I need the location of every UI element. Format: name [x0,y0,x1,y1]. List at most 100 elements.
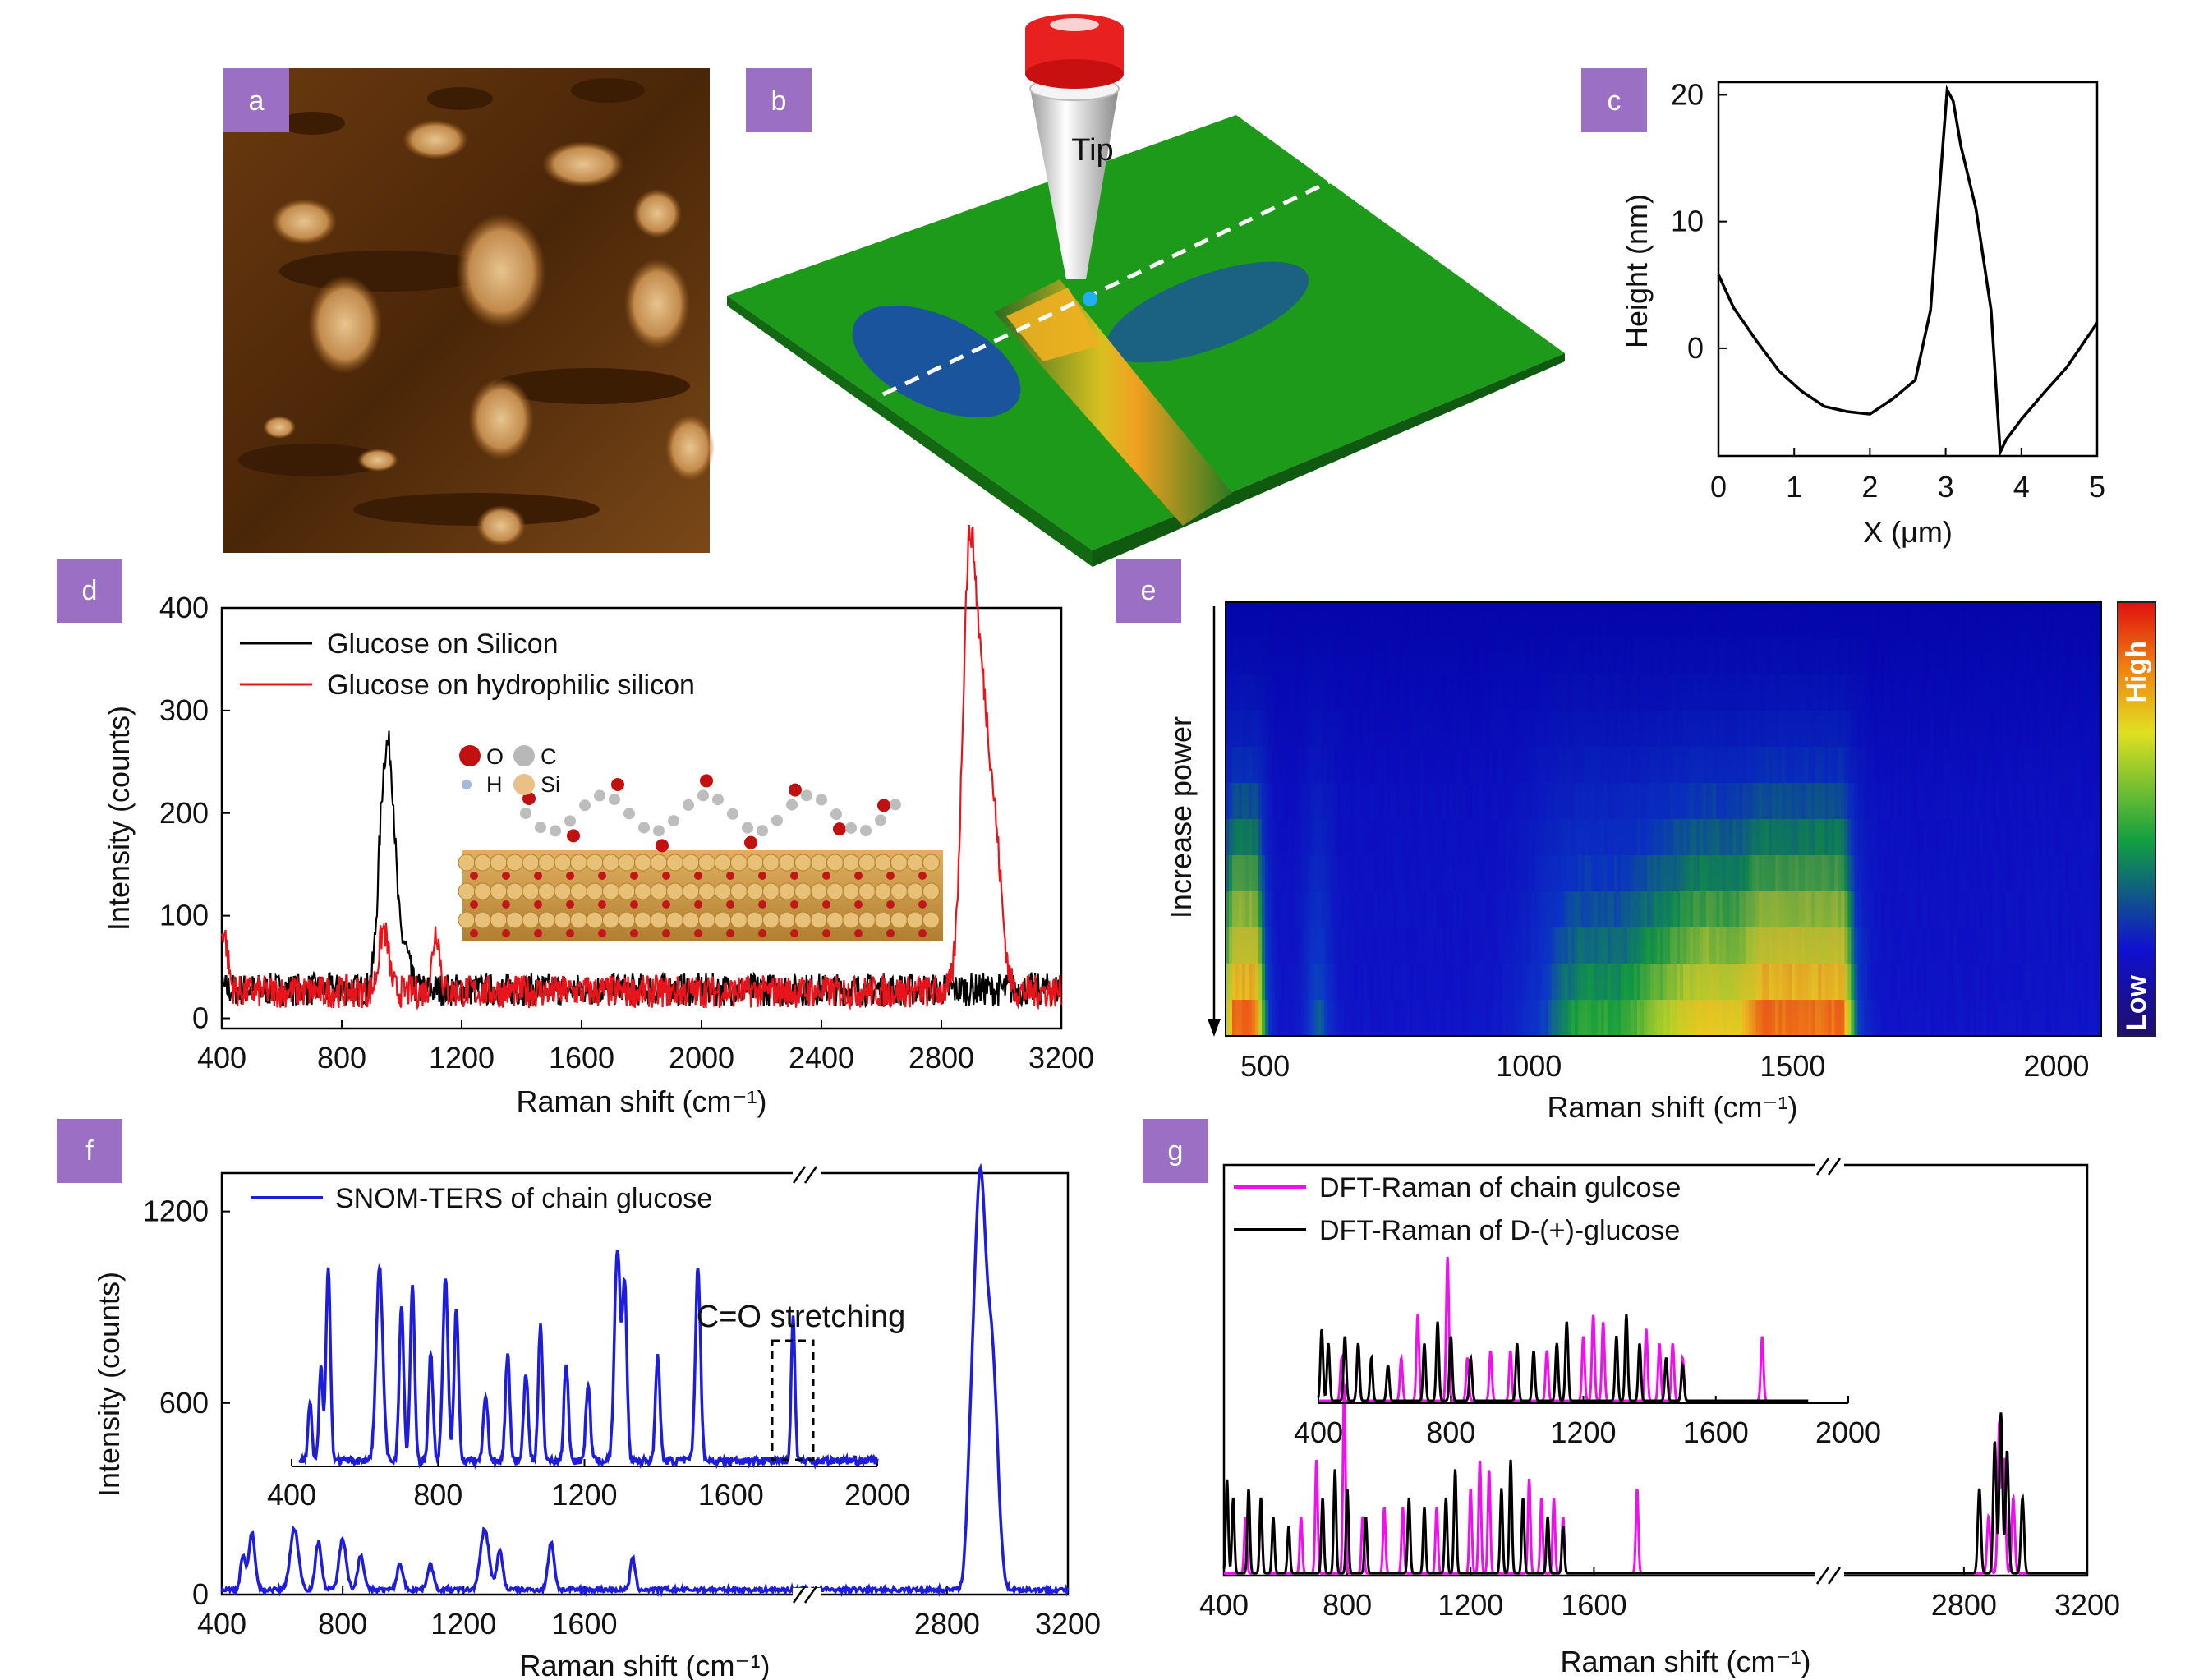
carbon-atom [801,789,812,802]
y-axis-label: Intensity (counts) [102,706,136,931]
series-line [1222,1412,2087,1575]
silicon-atom [874,882,892,900]
silicon-atom [874,854,892,872]
silicon-atom [746,854,764,872]
inset-x-tick-label: 400 [1294,1415,1343,1449]
silicon-atom [650,911,668,929]
silicon-atom [778,882,796,900]
oxygen-atom-icon [459,745,481,766]
silicon-atom [842,854,860,872]
silicon-atom [906,911,924,929]
x-axis-label: Raman shift (cm⁻¹) [1560,1645,1810,1678]
series-line [220,524,1063,1011]
inset-series-line [1317,1314,1809,1402]
silicon-atom [730,882,748,900]
silicon-atom [554,911,572,929]
inset-series-line [297,1250,879,1471]
carbon-atom [668,815,679,827]
x-tick-label: 3200 [2054,1588,2120,1622]
legend-label: Glucose on hydrophilic silicon [327,670,695,701]
carbon-atom [623,808,635,820]
silicon-atom [634,854,651,872]
silicon-atom [650,854,668,872]
oxygen-atom [470,900,478,909]
x-tick-label: 2800 [914,1607,980,1641]
oxygen-atom [656,839,669,853]
oxygen-atom [918,929,927,937]
x-tick-label: 1600 [1561,1588,1626,1622]
panel-label-box [1143,1119,1208,1183]
oxygen-atom [566,929,574,937]
y-tick-label: 0 [192,1577,209,1611]
power-heatmap: 500 1000 1500 2000 Raman shift (cm⁻¹) Increas… [1164,601,2102,1124]
x-axis-label: X (μm) [1863,515,1953,549]
oxygen-atom [789,783,802,797]
silicon-atom [714,854,732,872]
colorbar [2117,601,2156,1037]
x-tick-label: 0 [1710,470,1727,504]
x-tick-label: 1500 [1760,1049,1825,1083]
silicon-atom [874,911,892,929]
silicon-atom [602,854,619,872]
oxygen-atom [630,900,638,909]
oxygen-atom [790,872,798,880]
carbon-atom [845,822,857,834]
carbon-atom [786,799,798,811]
legend-label: DFT-Raman of chain gulcose [1319,1172,1681,1204]
silicon-atom [570,911,587,929]
inset-x-tick-label: 1600 [698,1478,764,1512]
plot-frame [1225,601,2102,1037]
oxygen-atom [726,872,734,880]
oxygen-atom [470,872,478,880]
silicon-atom-icon [513,774,535,795]
inset-x-tick-label: 2000 [844,1478,910,1512]
panel-a: a [223,68,715,553]
silicon-atom [810,882,828,900]
panel-c: c 0 1 2 3 4 5 0 10 20 X (μm) Height (nm) [1581,68,2105,549]
x-tick-label: 800 [1323,1588,1372,1622]
inset-x-tick-label: 1200 [551,1478,617,1512]
carbon-atom-icon [513,745,535,766]
silicon-atom [586,854,604,872]
inset-x-tick-label: 1600 [1683,1415,1749,1449]
inset-x-tick-label: 1200 [1550,1415,1616,1449]
x-axis-label: Raman shift (cm⁻¹) [516,1084,766,1118]
heatmap-shade [1226,602,2101,1036]
x-tick-label: 1200 [1438,1588,1503,1622]
oxygen-atom [918,900,927,909]
panel-g: g 400 800 1200 1600 2800 3200 Raman shift (cm⁻… [1143,1119,2120,1678]
x-tick-label: 800 [318,1607,367,1641]
silicon-atom [586,911,604,929]
oxygen-atom [566,872,574,880]
x-tick-label: 400 [197,1041,246,1075]
oxygen-atom [790,900,798,909]
atom-legend-c: C [541,744,557,769]
y-tick-label: 600 [159,1386,209,1420]
oxygen-atom [758,900,766,909]
silicon-atom [458,854,476,872]
x-tick-label: 400 [1199,1588,1249,1622]
oxygen-atom [611,777,624,791]
y-tick-label: 20 [1671,77,1704,111]
panel-label: f [85,1135,94,1167]
silicon-atom [554,854,572,872]
panel-label-box [746,68,812,132]
silicon-atom [602,911,619,929]
silicon-atom [538,911,555,929]
silicon-atom [794,854,812,872]
oxygen-atom [598,872,606,880]
silicon-atom [698,854,715,872]
panel-b: Tip b [727,14,1565,567]
silicon-atom [538,882,555,900]
oxygen-atom [470,929,478,937]
panel-e: e 500 1000 1500 2000 Raman shift (cm⁻¹) Incre… [1116,559,2156,1124]
silicon-atom [858,882,876,900]
height-profile-plot: 0 1 2 3 4 5 0 10 20 X (μm) Height (nm) [1620,77,2105,549]
c-o-highlight-box [771,1339,815,1461]
silicon-atom [762,911,780,929]
silicon-atom [826,882,844,900]
silicon-atom [618,854,636,872]
y-tick-label: 300 [159,693,209,727]
carbon-atom [550,825,561,837]
panel-label: e [1141,575,1157,606]
